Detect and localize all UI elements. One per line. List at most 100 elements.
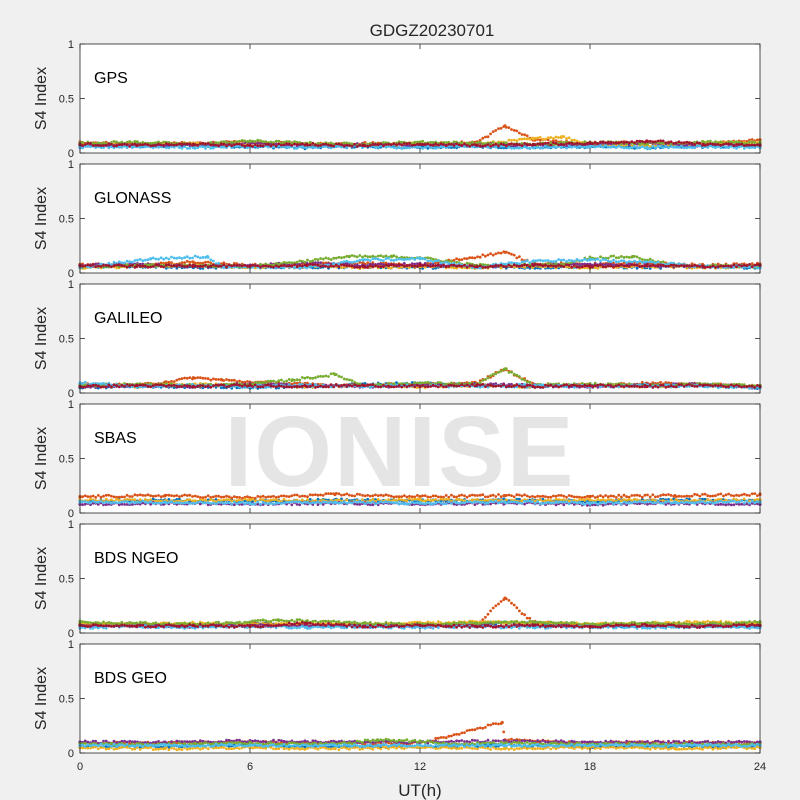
data-point xyxy=(327,257,330,260)
data-point xyxy=(117,263,121,267)
data-point xyxy=(376,254,380,258)
data-point xyxy=(635,139,639,143)
data-point xyxy=(583,140,587,144)
data-point xyxy=(494,252,498,256)
data-point xyxy=(538,142,542,146)
data-point xyxy=(708,265,712,269)
data-point xyxy=(295,260,299,264)
data-point xyxy=(748,140,751,144)
data-point xyxy=(565,146,568,150)
data-point xyxy=(416,262,419,265)
data-point xyxy=(606,256,610,260)
data-point xyxy=(667,141,670,145)
data-point xyxy=(431,264,435,268)
data-point xyxy=(334,142,338,146)
data-point xyxy=(528,143,532,147)
data-point xyxy=(756,143,759,147)
data-point xyxy=(290,264,294,268)
data-point xyxy=(434,142,438,146)
data-point xyxy=(261,144,265,148)
data-point xyxy=(340,143,343,147)
data-point xyxy=(518,146,521,150)
data-point xyxy=(575,265,579,269)
data-point xyxy=(586,259,589,262)
data-point xyxy=(591,142,594,146)
data-point xyxy=(350,264,354,268)
data-point xyxy=(308,260,312,263)
data-point xyxy=(209,141,213,144)
data-point xyxy=(512,129,516,132)
data-point xyxy=(209,258,213,262)
data-point xyxy=(395,255,398,259)
data-point xyxy=(379,142,383,146)
data-point xyxy=(544,263,547,267)
data-point xyxy=(232,143,236,147)
data-point xyxy=(125,265,129,269)
data-point xyxy=(491,253,495,257)
data-point xyxy=(455,257,458,261)
data-point xyxy=(96,264,100,268)
data-point xyxy=(277,142,281,146)
data-point xyxy=(656,139,660,143)
data-point xyxy=(669,263,673,267)
data-point xyxy=(350,261,354,264)
data-point xyxy=(159,261,163,265)
data-point xyxy=(447,262,451,265)
data-point xyxy=(497,141,500,145)
data-point xyxy=(340,260,343,264)
data-point xyxy=(688,145,691,149)
data-point xyxy=(248,143,252,147)
data-point xyxy=(465,265,469,269)
data-point xyxy=(447,142,451,146)
data-point xyxy=(491,130,495,134)
data-point xyxy=(201,264,205,268)
data-point xyxy=(390,255,394,259)
data-point xyxy=(714,266,717,269)
data-point xyxy=(371,263,375,266)
data-point xyxy=(599,255,602,259)
data-point xyxy=(578,263,581,266)
data-point xyxy=(400,257,404,261)
data-point xyxy=(627,146,631,150)
data-point xyxy=(510,252,513,256)
data-point xyxy=(604,144,608,148)
data-point xyxy=(382,259,385,262)
data-point xyxy=(238,142,241,146)
data-point xyxy=(588,258,592,262)
data-point xyxy=(499,142,503,146)
data-point xyxy=(287,142,291,146)
data-point xyxy=(722,143,725,146)
data-point xyxy=(305,263,309,267)
data-point xyxy=(750,265,754,268)
data-point xyxy=(659,145,662,148)
data-point xyxy=(750,138,754,141)
data-point xyxy=(724,142,728,146)
data-point xyxy=(266,142,270,146)
data-point xyxy=(222,140,226,144)
data-point xyxy=(384,257,388,260)
data-point xyxy=(243,263,247,267)
data-point xyxy=(473,256,477,260)
data-point xyxy=(512,146,516,150)
data-point xyxy=(735,146,738,150)
data-point xyxy=(507,263,511,267)
data-point xyxy=(193,254,197,258)
data-point xyxy=(125,259,129,263)
data-point xyxy=(316,141,320,145)
data-point xyxy=(329,258,333,261)
data-point xyxy=(332,262,336,265)
data-point xyxy=(659,263,662,267)
data-point xyxy=(560,135,564,139)
data-point xyxy=(130,260,134,264)
data-point xyxy=(295,143,299,146)
data-point xyxy=(635,264,639,267)
data-point xyxy=(112,140,116,143)
data-point xyxy=(546,262,550,265)
data-point xyxy=(413,258,417,261)
data-point xyxy=(217,378,221,381)
data-point xyxy=(256,141,260,145)
data-point xyxy=(144,264,147,268)
data-point xyxy=(261,264,265,268)
data-point xyxy=(253,140,257,143)
data-point xyxy=(170,261,173,265)
